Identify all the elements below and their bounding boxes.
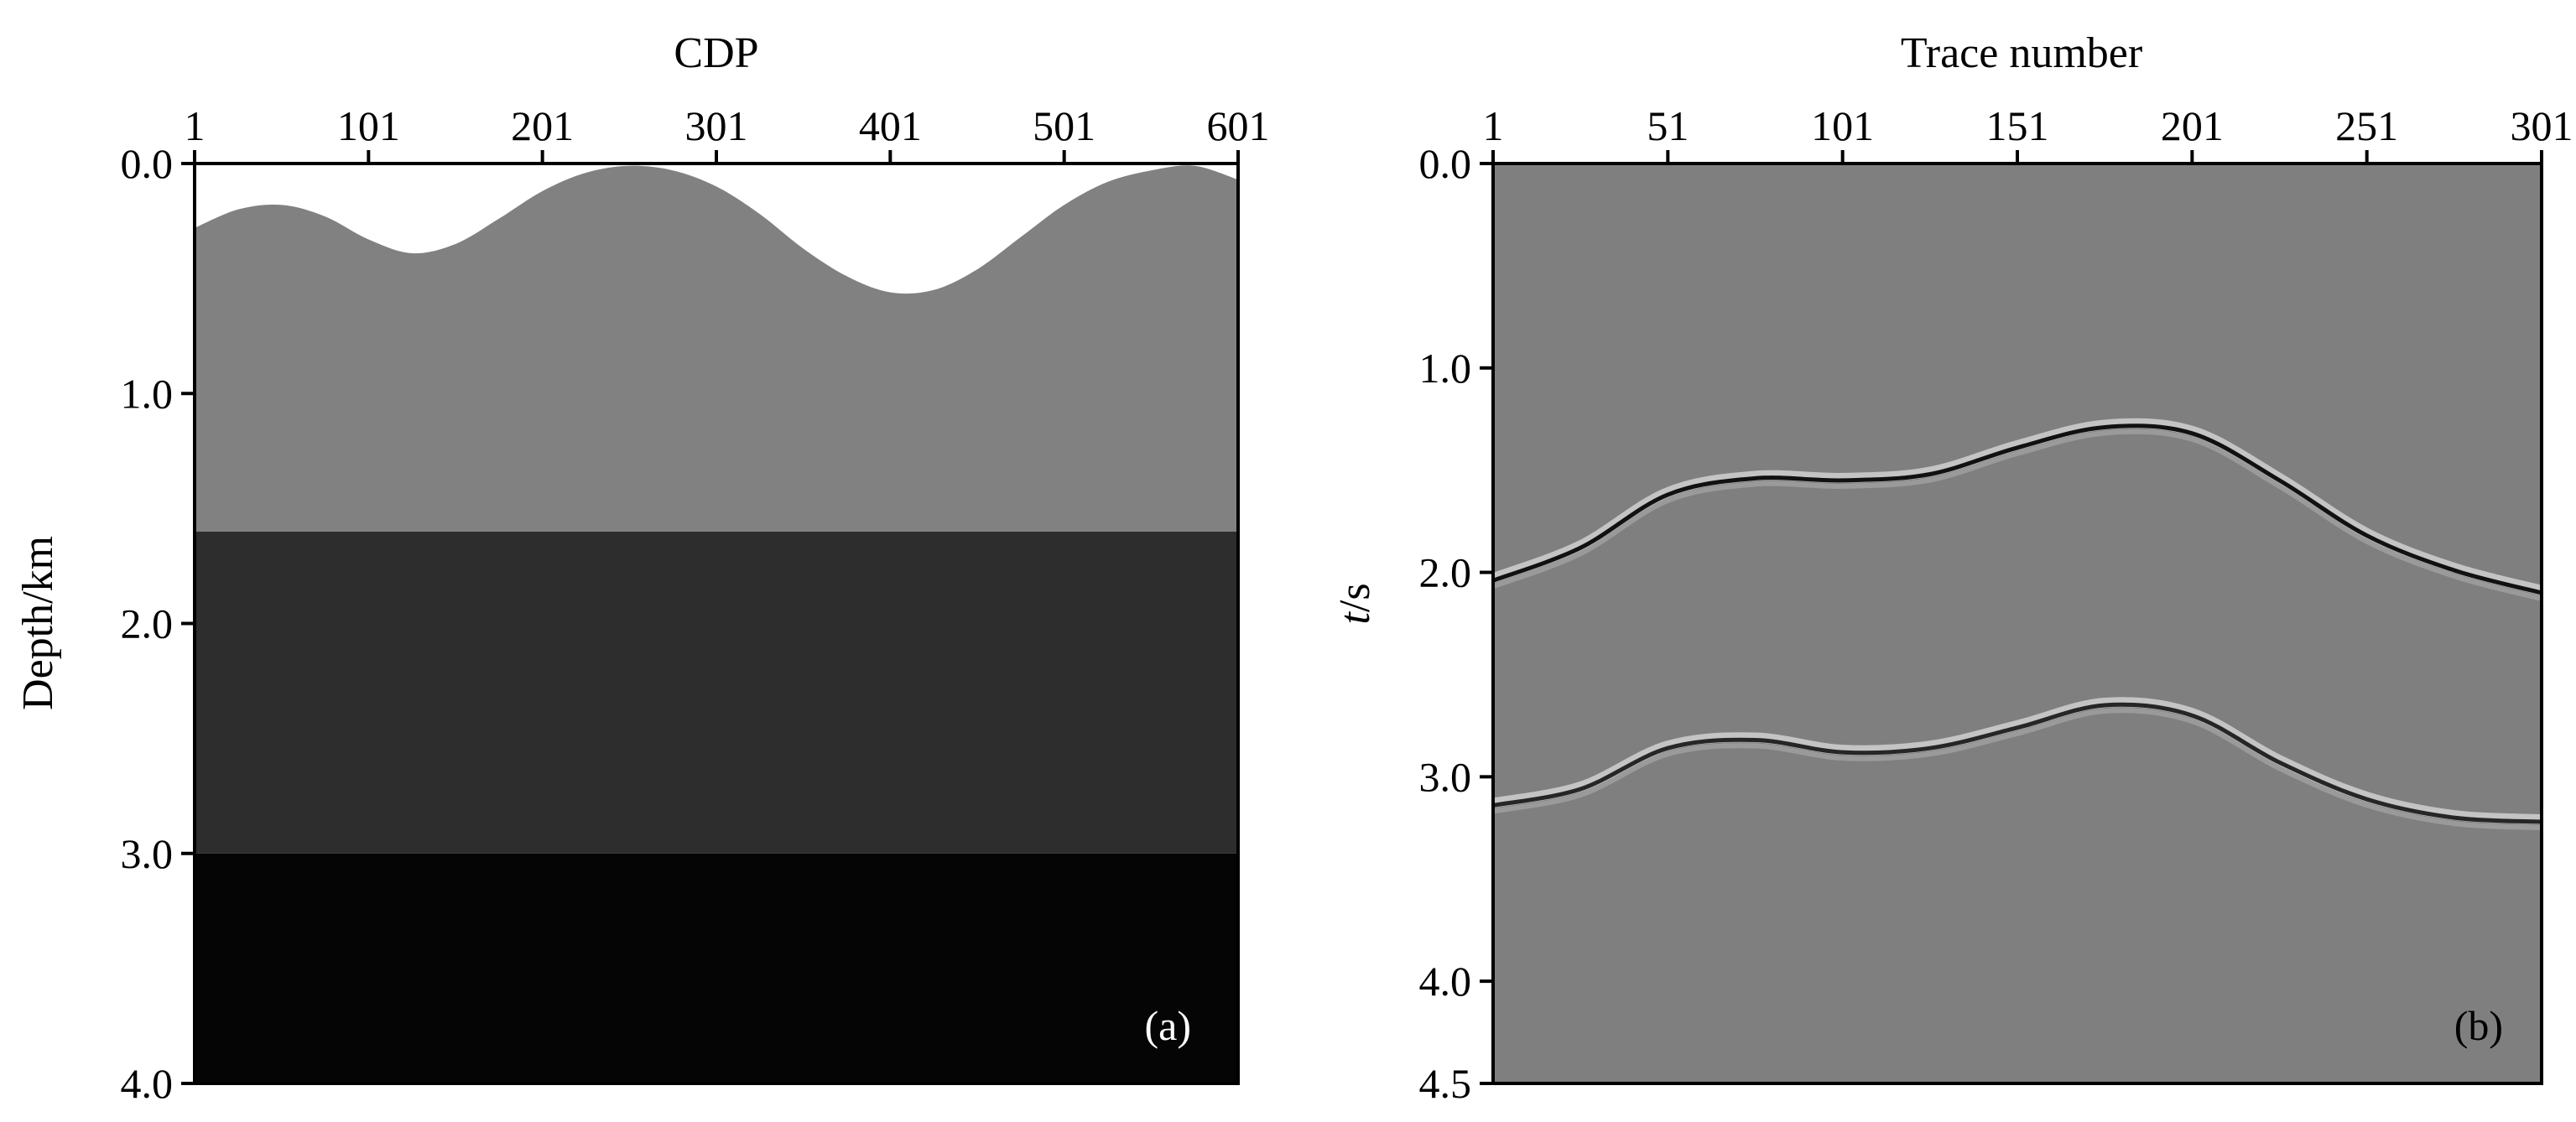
panel-b-reflection-1-lobe-lower: [1491, 429, 2542, 601]
panel-b-x-axis-title: Trace number: [1901, 29, 2142, 77]
panel-a-x-tick-label: 601: [1207, 102, 1270, 149]
panel-b-reflection-events: [1491, 418, 2543, 830]
panel-b-x-tick-label: 201: [2161, 102, 2224, 149]
panel-b-y-tick-label: 4.0: [1419, 958, 1472, 1005]
panel-a-x-tick-label: 1: [185, 102, 206, 149]
panel-a-layer-3: [195, 853, 1238, 1083]
panel-b-y-tick-label: 3.0: [1419, 753, 1472, 800]
panel-a-layers: [195, 165, 1238, 1083]
panel-a-y-tick-label: 0.0: [121, 140, 174, 187]
panel-a-x-ticks: 1 101 201 301 401 501 601: [185, 102, 1270, 164]
panel-b-plot-background: [1493, 164, 2542, 1083]
panel-a-y-tick-label: 3.0: [121, 830, 174, 877]
panel-b-y-axis-title: t/s: [1331, 583, 1379, 624]
panel-b-x-tick-label: 51: [1647, 102, 1689, 149]
panel-b-x-tick-label: 301: [2511, 102, 2573, 149]
panel-a-layer-2: [195, 531, 1238, 854]
panel-b-y-tick-label: 0.0: [1419, 140, 1472, 187]
panel-b-y-tick-label: 4.5: [1419, 1060, 1472, 1107]
panel-b-reflection-2-lobe-lower: [1492, 708, 2542, 830]
panel-a-label: (a): [1145, 1002, 1192, 1049]
panel-a-y-ticks: 0.0 1.0 2.0 3.0 4.0: [121, 140, 195, 1107]
panel-b-y-axis-symbol: t: [1331, 611, 1379, 625]
panel-b-y-axis-unit: /s: [1331, 583, 1379, 612]
panel-b-x-ticks: 1 51 101 151 201 251 301: [1483, 102, 2573, 164]
panel-a-x-tick-label: 401: [859, 102, 922, 149]
panel-a-x-tick-label: 201: [511, 102, 574, 149]
panel-a-x-tick-label: 101: [337, 102, 400, 149]
panel-b-reflection-1: [1492, 423, 2542, 595]
panel-b-reflection-2-lobe: [1491, 697, 2542, 824]
panel-b-reflection-2: [1492, 702, 2542, 824]
panel-b-seismic-section: 1 51 101 151 201 251 301 0.01.02.03.04.04.5 Tr…: [1331, 29, 2573, 1107]
panel-a-x-tick-label: 301: [685, 102, 748, 149]
panel-b-x-tick-label: 151: [1986, 102, 2049, 149]
panel-b-x-tick-label: 251: [2335, 102, 2398, 149]
panel-a-depth-model: 1 101 201 301 401 501 601 0.01.02.03.04.0 CDP …: [14, 29, 1270, 1107]
panel-a-y-axis-title: Depth/km: [14, 536, 62, 710]
panel-a-layer-1: [195, 165, 1238, 532]
panel-b-reflection-1-lobe: [1491, 418, 2543, 595]
panel-b-y-tick-label: 2.0: [1419, 549, 1472, 596]
panel-a-y-tick-label: 2.0: [121, 600, 174, 647]
panel-a-x-tick-label: 501: [1033, 102, 1095, 149]
panel-a-x-axis-title: CDP: [674, 29, 758, 77]
panel-b-y-ticks: 0.0 1.0 2.0 3.0 4.0 4.5: [1419, 140, 1493, 1107]
panel-a-y-tick-label: 1.0: [121, 370, 174, 417]
panel-b-y-tick-label: 1.0: [1419, 345, 1472, 392]
panel-b-x-tick-label: 1: [1483, 102, 1504, 149]
panel-b-label: (b): [2454, 1002, 2503, 1049]
panel-a-y-tick-label: 4.0: [121, 1060, 174, 1107]
panel-b-x-tick-label: 101: [1811, 102, 1874, 149]
